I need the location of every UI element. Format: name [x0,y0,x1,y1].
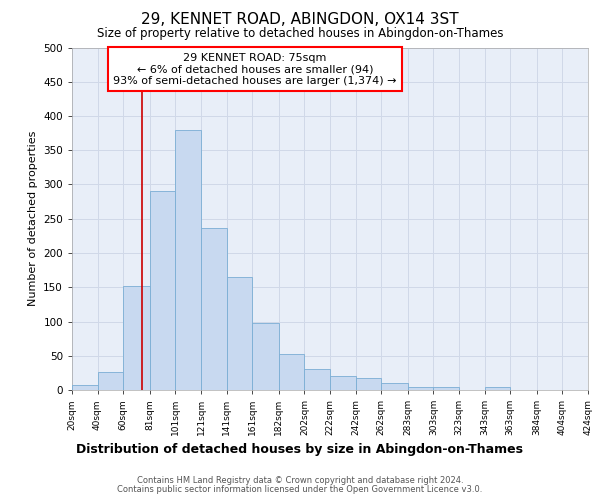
Bar [433,388,459,390]
Bar [227,277,252,390]
Bar [381,383,408,390]
Bar [252,323,279,390]
Text: Contains public sector information licensed under the Open Government Licence v3: Contains public sector information licen… [118,485,482,494]
Bar [304,370,330,390]
Bar [408,386,433,390]
Bar [330,376,356,390]
Bar [201,228,227,390]
Bar [356,378,381,390]
Text: Contains HM Land Registry data © Crown copyright and database right 2024.: Contains HM Land Registry data © Crown c… [137,476,463,485]
Bar [485,388,510,390]
Bar [175,130,201,390]
Text: 29 KENNET ROAD: 75sqm
← 6% of detached houses are smaller (94)
93% of semi-detac: 29 KENNET ROAD: 75sqm ← 6% of detached h… [113,52,397,86]
Text: 29, KENNET ROAD, ABINGDON, OX14 3ST: 29, KENNET ROAD, ABINGDON, OX14 3ST [141,12,459,26]
Bar [279,354,304,390]
Bar [98,372,123,390]
Bar [72,385,98,390]
Text: Size of property relative to detached houses in Abingdon-on-Thames: Size of property relative to detached ho… [97,28,503,40]
Text: Distribution of detached houses by size in Abingdon-on-Thames: Distribution of detached houses by size … [77,442,523,456]
Bar [123,286,150,390]
Bar [150,190,175,390]
Y-axis label: Number of detached properties: Number of detached properties [28,131,38,306]
